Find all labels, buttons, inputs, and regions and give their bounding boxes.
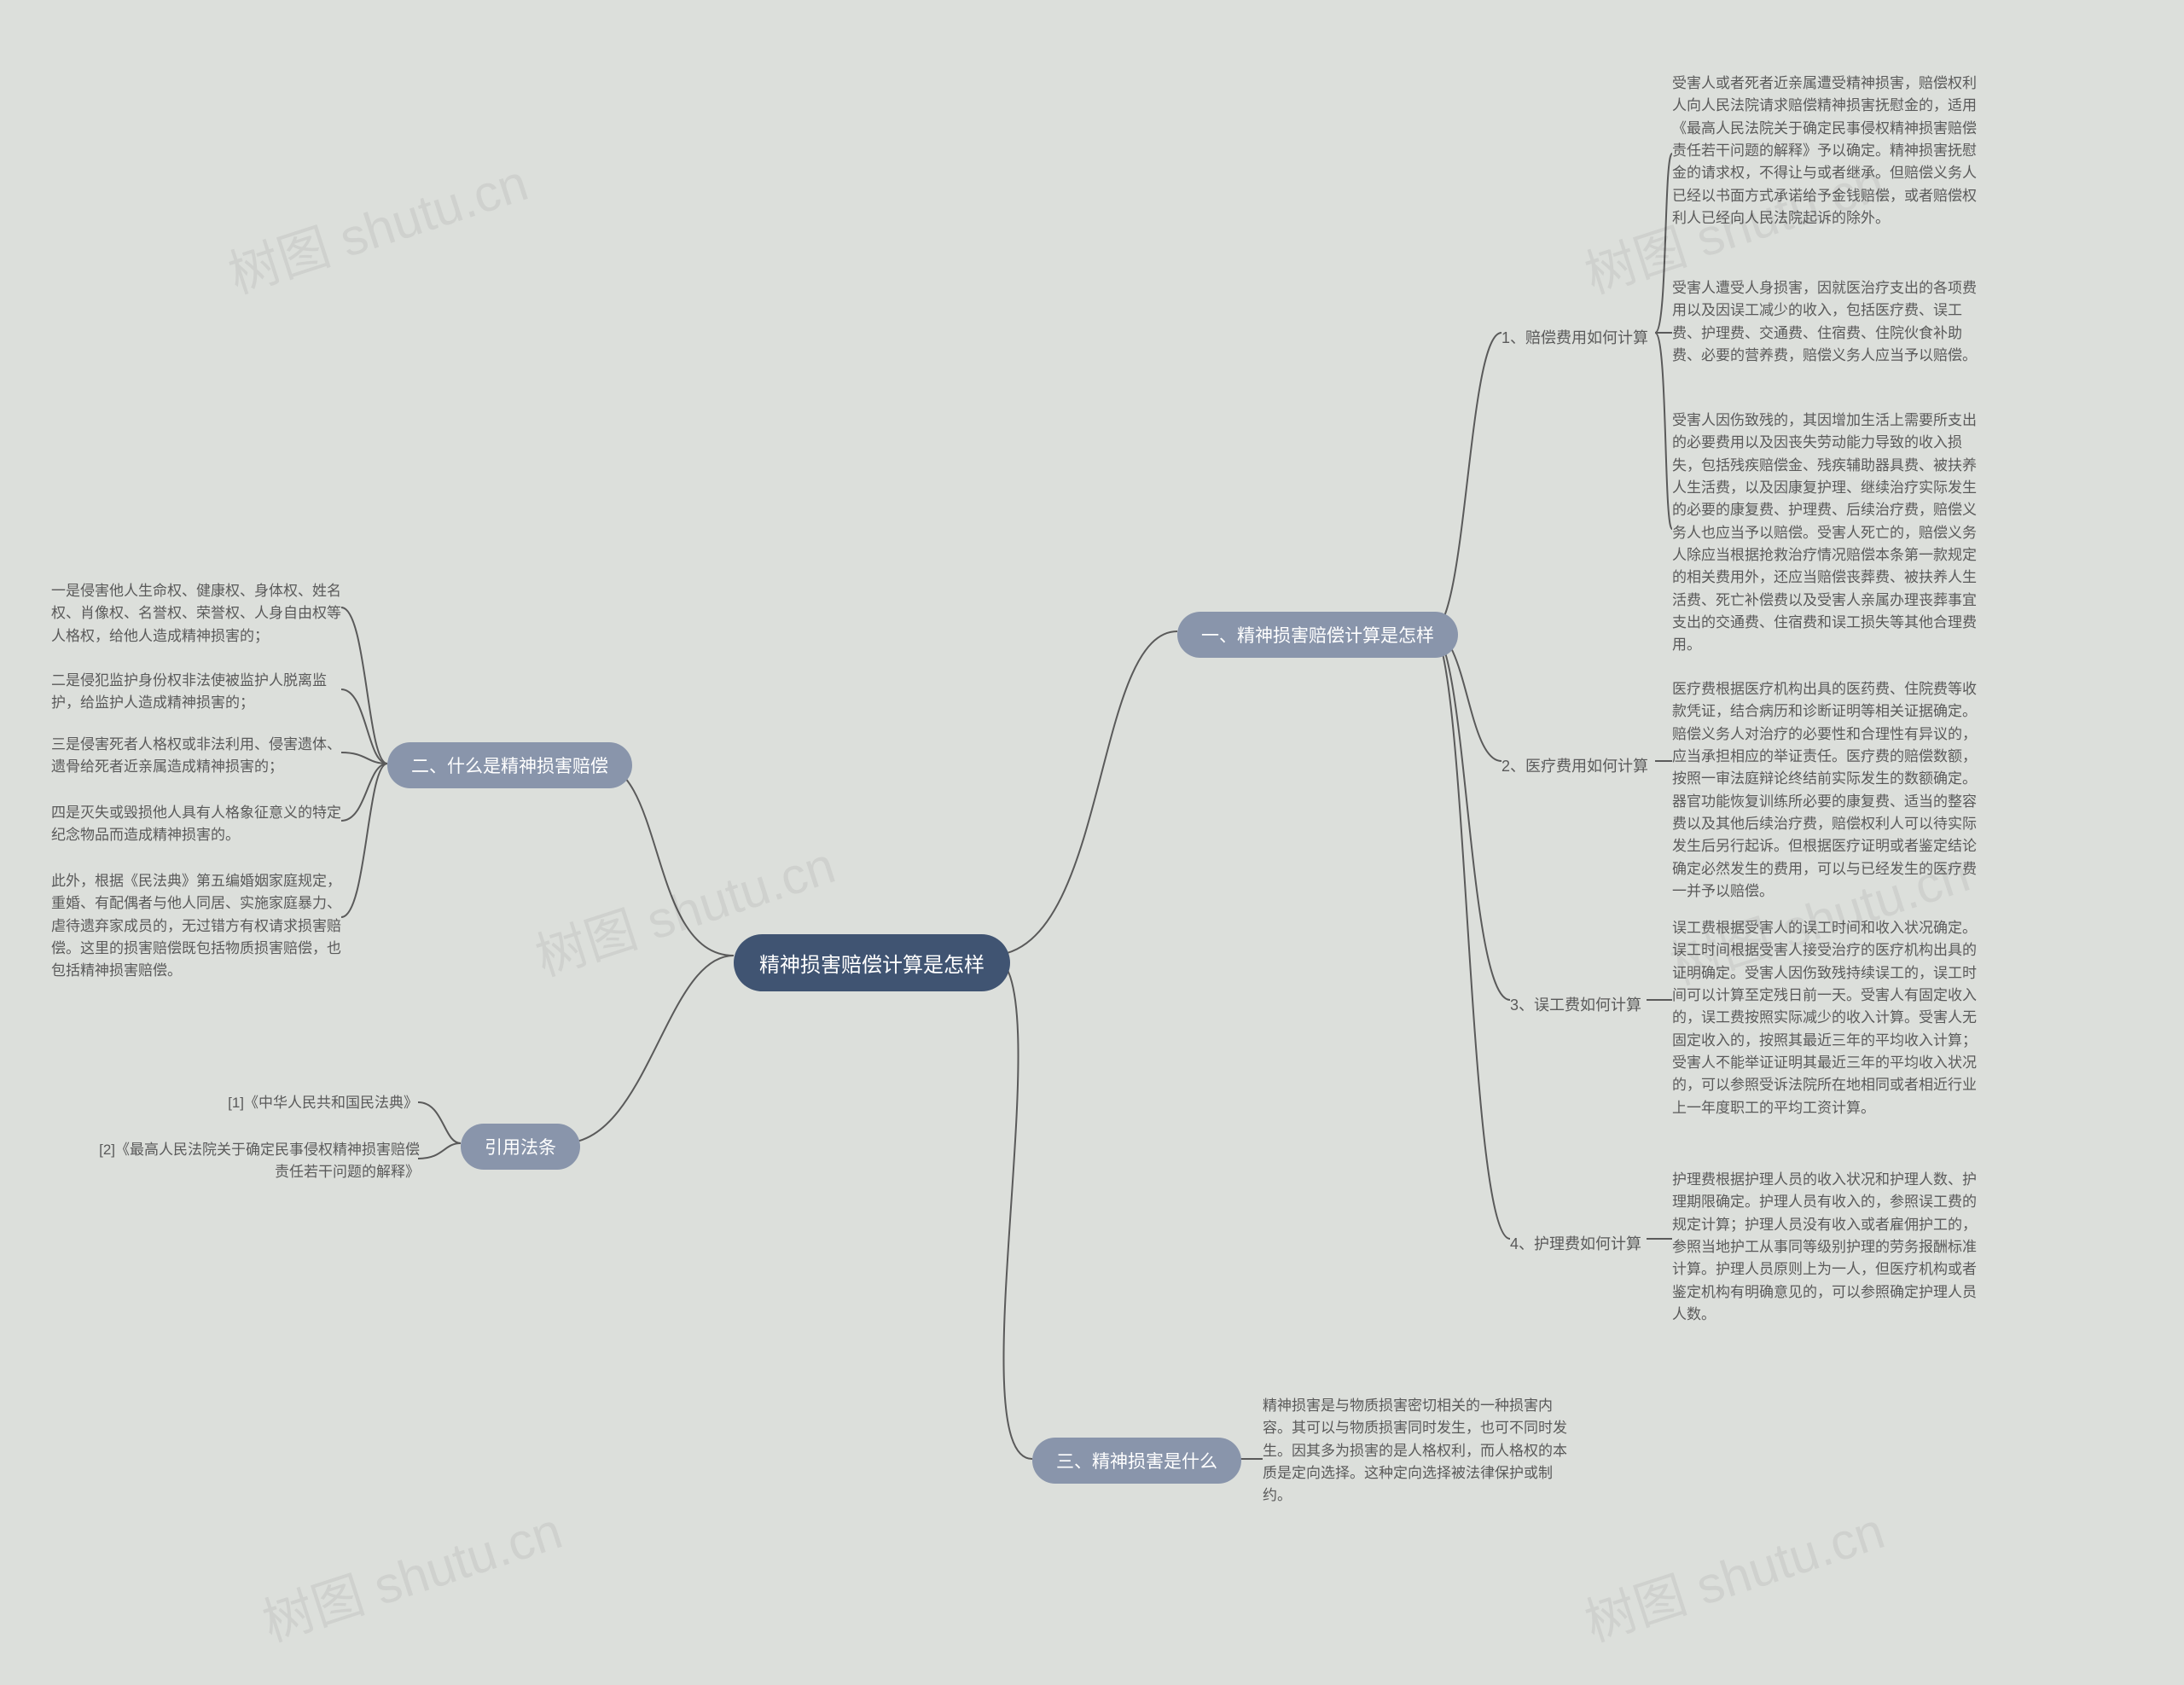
mindmap-root: 精神损害赔偿计算是怎样 — [734, 934, 1010, 991]
sub-node: 1、赔偿费用如何计算 — [1502, 322, 1648, 352]
leaf-text: 一是侵害他人生命权、健康权、身体权、姓名权、肖像权、名誉权、荣誉权、人身自由权等… — [51, 580, 341, 648]
leaf-text: 护理费根据护理人员的收入状况和护理人数、护理期限确定。护理人员有收入的，参照误工… — [1672, 1169, 1979, 1326]
leaf-text: 四是灭失或毁损他人具有人格象征意义的特定纪念物品而造成精神损害的。 — [51, 802, 341, 847]
leaf-text: 二是侵犯监护身份权非法使被监护人脱离监护，给监护人造成精神损害的； — [51, 670, 341, 715]
leaf-text: 此外，根据《民法典》第五编婚姻家庭规定，重婚、有配偶者与他人同居、实施家庭暴力、… — [51, 870, 341, 983]
branch-node: 引用法条 — [461, 1124, 580, 1170]
leaf-text: 受害人或者死者近亲属遭受精神损害，赔偿权利人向人民法院请求赔偿精神损害抚慰金的，… — [1672, 73, 1979, 230]
branch-node: 二、什么是精神损害赔偿 — [387, 742, 632, 788]
watermark: 树图 shutu.cn — [1574, 1490, 1892, 1656]
leaf-text: 误工费根据受害人的误工时间和收入状况确定。误工时间根据受害人接受治疗的医疗机构出… — [1672, 917, 1979, 1119]
watermark: 树图 shutu.cn — [252, 1490, 570, 1656]
sub-node: 4、护理费如何计算 — [1510, 1229, 1641, 1258]
branch-node: 一、精神损害赔偿计算是怎样 — [1177, 612, 1458, 658]
leaf-text: [2]《最高人民法院关于确定民事侵权精神损害赔偿责任若干问题的解释》 — [87, 1139, 420, 1184]
leaf-text: 医疗费根据医疗机构出具的医药费、住院费等收款凭证，结合病历和诊断证明等相关证据确… — [1672, 678, 1979, 903]
branch-node: 三、精神损害是什么 — [1032, 1438, 1241, 1484]
sub-node: 3、误工费如何计算 — [1510, 990, 1641, 1019]
watermark: 树图 shutu.cn — [218, 142, 536, 308]
leaf-text: [1]《中华人民共和国民法典》 — [162, 1092, 418, 1114]
leaf-text: 受害人遭受人身损害，因就医治疗支出的各项费用以及因误工减少的收入，包括医疗费、误… — [1672, 277, 1979, 367]
leaf-text: 受害人因伤致残的，其因增加生活上需要所支出的必要费用以及因丧失劳动能力导致的收入… — [1672, 410, 1979, 657]
leaf-text: 三是侵害死者人格权或非法利用、侵害遗体、遗骨给死者近亲属造成精神损害的； — [51, 734, 341, 779]
sub-node: 2、医疗费用如何计算 — [1502, 751, 1648, 780]
leaf-text: 精神损害是与物质损害密切相关的一种损害内容。其可以与物质损害同时发生，也可不同时… — [1263, 1395, 1570, 1508]
